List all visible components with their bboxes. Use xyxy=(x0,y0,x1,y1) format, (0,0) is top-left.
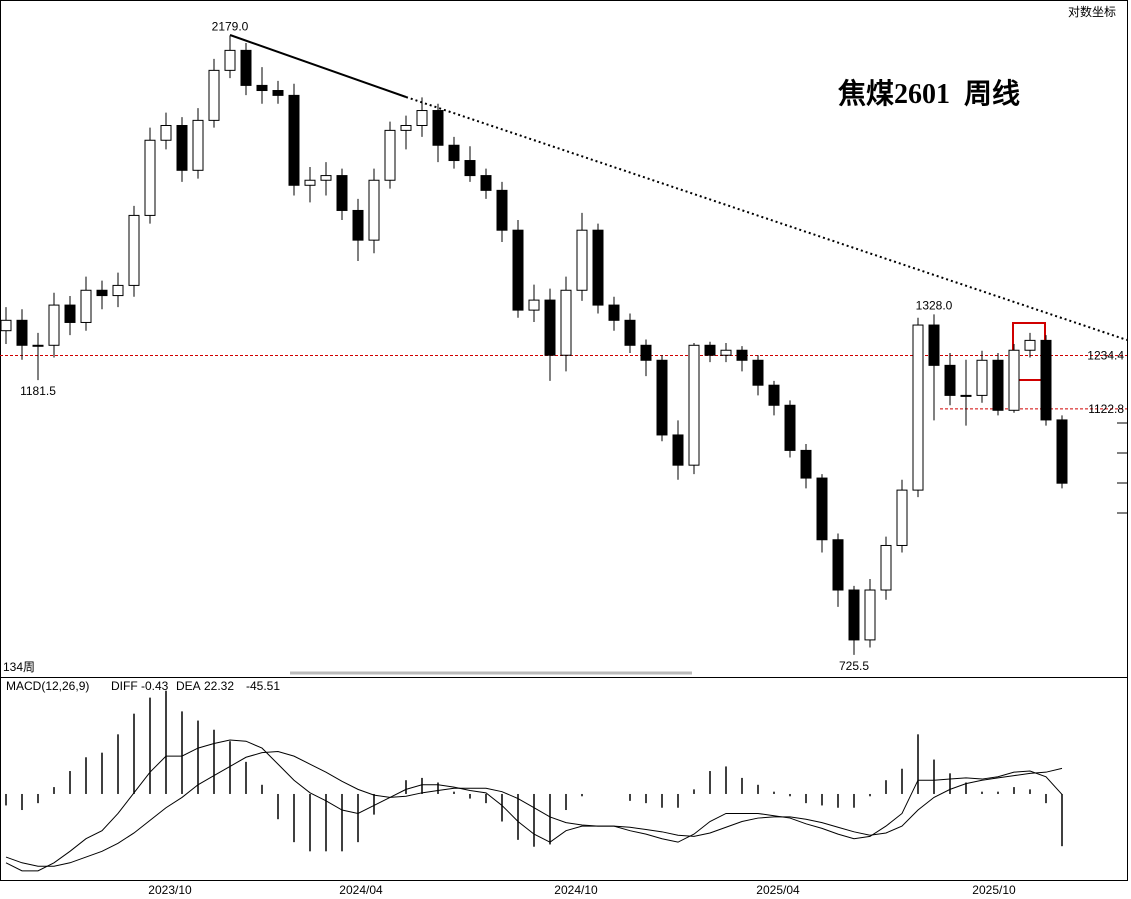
candle-body xyxy=(752,359,764,386)
candle-body xyxy=(240,49,252,86)
macd-header: 22.32 xyxy=(204,679,234,693)
candle-body xyxy=(832,539,844,591)
candle-body xyxy=(624,319,636,346)
x-tick-label: 2024/04 xyxy=(339,883,383,897)
candle-body xyxy=(176,124,188,171)
candle-body xyxy=(16,319,28,346)
candle-body xyxy=(1056,419,1068,484)
candle-body xyxy=(656,359,668,436)
candle-body xyxy=(544,299,556,356)
extreme-label: 725.5 xyxy=(839,659,869,673)
candle-body xyxy=(560,289,572,356)
candle-body xyxy=(80,289,92,323)
candle-body xyxy=(96,289,108,297)
candle-body xyxy=(336,175,348,211)
extreme-label: 2179.0 xyxy=(212,19,249,33)
trendline xyxy=(229,34,407,98)
candle-body xyxy=(256,84,268,92)
candle-body xyxy=(976,359,988,396)
chart-title: 焦煤2601 周线 xyxy=(838,77,1020,110)
candle-body xyxy=(272,90,284,96)
candle-body xyxy=(928,324,940,366)
candle-body xyxy=(1040,339,1052,421)
candle-body xyxy=(864,589,876,641)
candle-body xyxy=(144,139,156,216)
candle-body xyxy=(48,304,60,346)
trendline-extension xyxy=(405,96,1128,341)
candle-body xyxy=(592,229,604,306)
candle-body xyxy=(608,304,620,321)
candle-body xyxy=(784,404,796,451)
candle-body xyxy=(816,477,828,541)
level-label: 1122.8 xyxy=(1088,402,1124,416)
macd-header: -0.43 xyxy=(141,679,169,693)
candle-body xyxy=(288,94,300,186)
candle-body xyxy=(32,344,44,347)
candle-body xyxy=(320,175,332,181)
scale-label: 对数坐标 xyxy=(1068,4,1116,19)
candle-body xyxy=(576,229,588,291)
candle-body xyxy=(112,284,124,297)
macd-header: -45.51 xyxy=(246,679,280,693)
candle-body xyxy=(496,189,508,231)
x-tick-label: 2025/04 xyxy=(756,883,800,897)
candle-body xyxy=(512,229,524,311)
extreme-label: 1181.5 xyxy=(20,384,56,398)
frame xyxy=(0,0,1128,881)
candle-body xyxy=(464,160,476,177)
extreme-label: 1328.0 xyxy=(916,298,953,312)
candle-body xyxy=(192,119,204,171)
level-label: 1234.4 xyxy=(1087,349,1124,363)
x-tick-label: 2023/10 xyxy=(148,883,192,897)
candle-body xyxy=(1008,349,1020,411)
candle-body xyxy=(912,324,924,491)
candle-body xyxy=(400,124,412,131)
candle-body xyxy=(672,434,684,466)
diff-line xyxy=(5,739,1063,872)
dea-line xyxy=(5,751,1063,867)
candle-body xyxy=(128,214,140,286)
x-tick-label: 2024/10 xyxy=(554,883,598,897)
candle-body xyxy=(720,349,732,356)
candle-body xyxy=(992,359,1004,411)
candle-body xyxy=(352,209,364,241)
macd-header: DIFF xyxy=(111,679,138,693)
candle-body xyxy=(880,544,892,591)
candle-body xyxy=(480,175,492,191)
candle-body xyxy=(768,384,780,406)
candle-body xyxy=(384,129,396,181)
candle-body xyxy=(640,344,652,361)
candle-body xyxy=(448,144,460,162)
candle-body xyxy=(224,49,236,71)
candle-body xyxy=(960,394,972,397)
candle-body xyxy=(688,344,700,466)
candle-body xyxy=(368,179,380,241)
x-tick-label: 2025/10 xyxy=(972,883,1016,897)
macd-header: MACD(12,26,9) xyxy=(6,679,89,693)
candle-body xyxy=(208,69,220,121)
candle-body xyxy=(416,110,428,126)
candle-body xyxy=(304,179,316,186)
candle-body xyxy=(528,299,540,311)
candle-body xyxy=(64,304,76,323)
macd-header: DEA xyxy=(176,679,201,693)
candle-body xyxy=(0,319,12,332)
candle-body xyxy=(160,124,172,141)
candle-body xyxy=(944,364,956,396)
candle-body xyxy=(736,349,748,361)
candle-body xyxy=(704,344,716,356)
candle-body xyxy=(848,589,860,641)
period-label: 134周 xyxy=(3,660,35,674)
candle-body xyxy=(1024,339,1036,351)
candle-body xyxy=(896,489,908,546)
candle-body xyxy=(432,110,444,146)
candle-body xyxy=(800,449,812,479)
